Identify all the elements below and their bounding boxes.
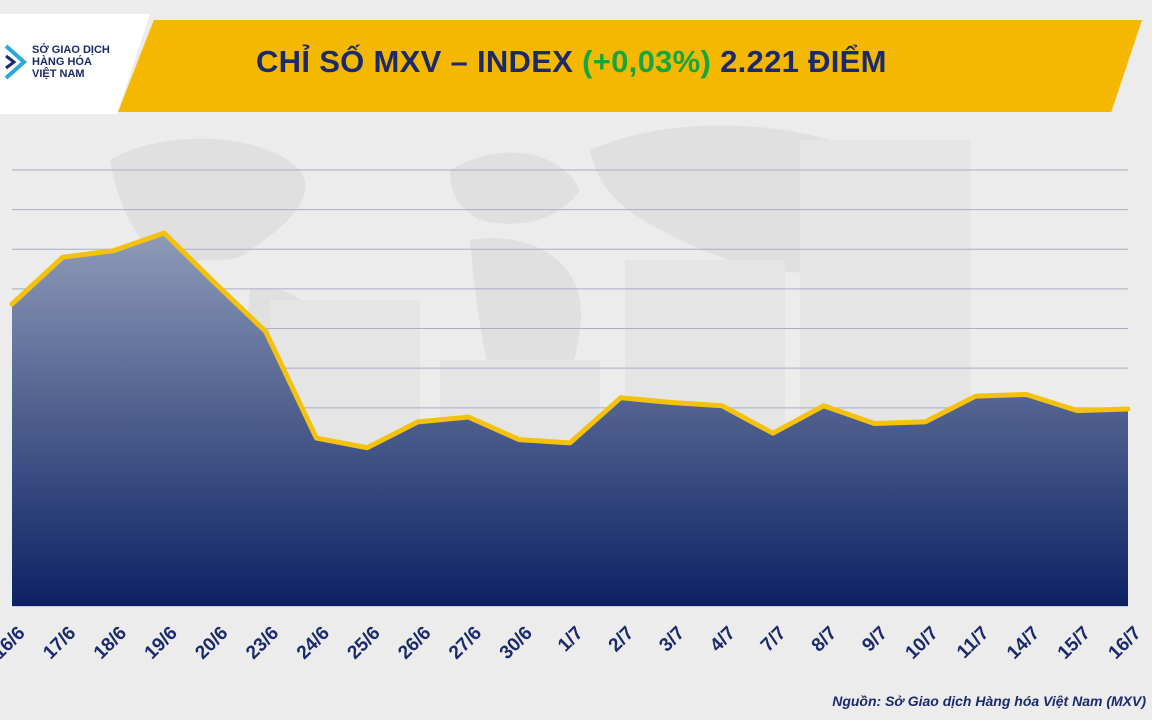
logo-line-2: HÀNG HÓA — [32, 56, 92, 68]
x-tick-label: 1/7 — [554, 623, 588, 657]
x-tick-label: 16/6 — [0, 623, 30, 664]
chart-title: CHỈ SỐ MXV – INDEX (+0,03%) 2.221 ĐIỂM — [256, 44, 887, 80]
x-tick-label: 25/6 — [344, 623, 385, 664]
mxv-logo: SỞ GIAO DỊCH HÀNG HÓA VIỆT NAM — [0, 14, 150, 114]
title-bar — [118, 20, 1142, 112]
x-tick-label: 10/7 — [902, 623, 943, 664]
x-tick-label: 26/6 — [394, 623, 435, 664]
x-tick-label: 3/7 — [655, 623, 689, 657]
x-tick-label: 30/6 — [496, 623, 537, 664]
x-tick-label: 20/6 — [191, 623, 232, 664]
logo-line-1: SỞ GIAO DỊCH — [32, 44, 110, 56]
x-tick-label: 9/7 — [858, 623, 892, 657]
x-tick-label: 24/6 — [293, 623, 334, 664]
source-note: Nguồn: Sở Giao dịch Hàng hóa Việt Nam (M… — [832, 693, 1146, 709]
index-chart: 16/6 17/6 18/6 19/6 20/6 23/6 24/6 25/6 26/6 27/6… — [0, 169, 1146, 664]
x-tick-label: 27/6 — [445, 623, 486, 664]
index-line — [9, 230, 1131, 451]
logo-text: SỞ GIAO DỊCH HÀNG HÓA VIỆT NAM — [32, 44, 142, 80]
x-tick-label: 4/7 — [706, 623, 740, 657]
x-tick-label: 15/7 — [1054, 623, 1095, 664]
x-tick-label: 14/7 — [1003, 623, 1044, 664]
x-tick-label: 18/6 — [90, 623, 131, 664]
x-tick-label: 19/6 — [141, 623, 182, 664]
mxv-logo-mark — [4, 44, 28, 80]
x-tick-label: 16/7 — [1105, 623, 1146, 664]
logo-line-3: VIỆT NAM — [32, 68, 85, 80]
x-axis-labels: 16/6 17/6 18/6 19/6 20/6 23/6 24/6 25/6 26/6 27/6… — [0, 623, 1146, 664]
area-fill — [12, 232, 1128, 606]
x-tick-label: 17/6 — [39, 623, 80, 664]
title-main: CHỈ SỐ MXV – INDEX — [256, 44, 583, 79]
x-tick-label: 23/6 — [242, 623, 283, 664]
x-tick-label: 7/7 — [757, 623, 791, 657]
title-value: 2.221 ĐIỂM — [711, 44, 887, 79]
x-tick-label: 2/7 — [605, 623, 639, 657]
x-tick-label: 8/7 — [808, 623, 842, 657]
x-tick-label: 11/7 — [953, 623, 993, 663]
title-change: (+0,03%) — [582, 44, 712, 79]
